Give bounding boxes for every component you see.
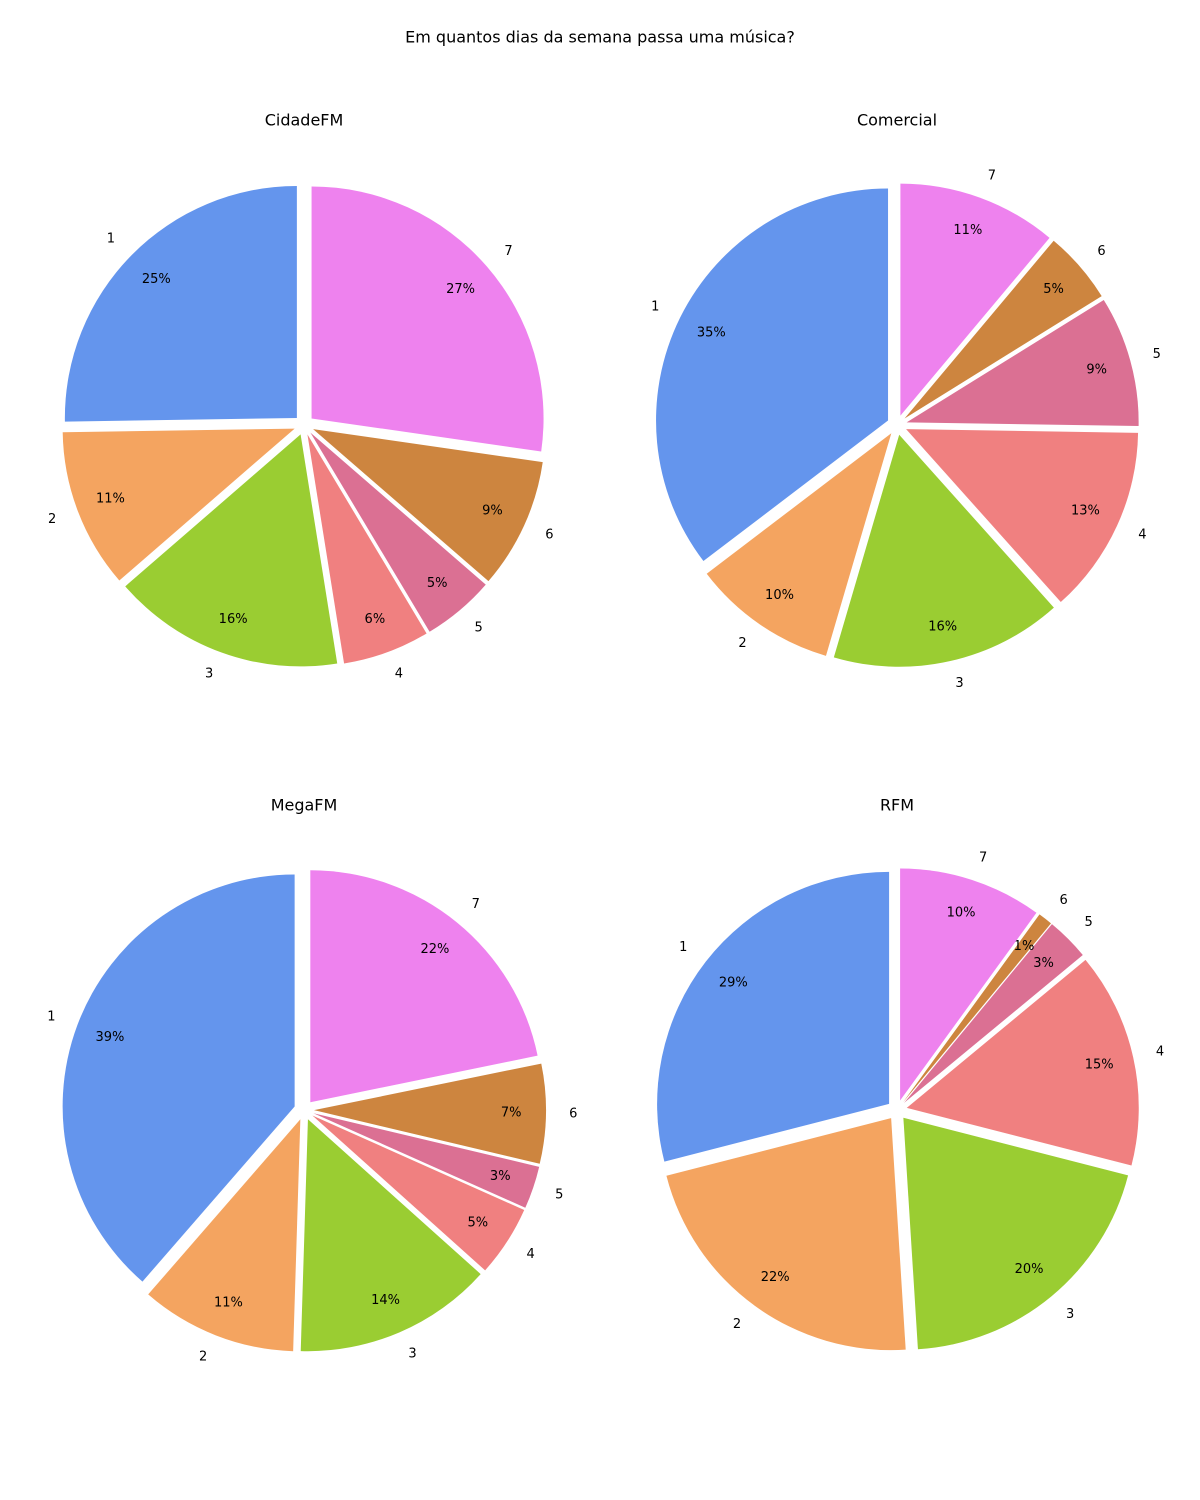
- slice-label: 1: [47, 1010, 55, 1025]
- percent-label: 15%: [1085, 1057, 1114, 1072]
- percent-label: 22%: [761, 1270, 790, 1285]
- percent-label: 6%: [365, 612, 386, 627]
- pie-chart: Comercial 1 35% 2 10% 3 16% 4 13% 5 9% 6 5% 7 11%: [651, 111, 1161, 692]
- pie-slice: [148, 1119, 301, 1352]
- slice-label: 4: [526, 1247, 534, 1262]
- slice-label: 7: [988, 168, 996, 183]
- percent-label: 13%: [1071, 504, 1100, 519]
- pie-slice: [310, 432, 486, 632]
- figure-title: Em quantos dias da semana passa uma músi…: [405, 28, 795, 47]
- slice-label: 3: [955, 676, 963, 691]
- pie-slice: [62, 874, 295, 1282]
- slice-label: 1: [679, 940, 687, 955]
- slice-label: 3: [1066, 1307, 1074, 1322]
- chart-title: MegaFM: [271, 796, 338, 815]
- slice-label: 1: [107, 231, 115, 246]
- slice-label: 2: [199, 1349, 207, 1364]
- pie-slice: [300, 1119, 481, 1352]
- pie-slice: [311, 186, 544, 452]
- pie-slice: [903, 1117, 1129, 1350]
- pie-slice: [904, 924, 1083, 1103]
- pie-slice: [900, 183, 1050, 416]
- slice-label: 5: [555, 1188, 563, 1203]
- slice-label: 6: [545, 528, 553, 543]
- percent-label: 16%: [928, 620, 957, 635]
- pie-slice: [904, 240, 1102, 419]
- percent-label: 35%: [697, 325, 726, 340]
- percent-label: 16%: [219, 612, 248, 627]
- pie-slice: [903, 914, 1052, 1103]
- percent-label: 27%: [446, 282, 475, 297]
- percent-label: 39%: [95, 1030, 124, 1045]
- percent-label: 22%: [421, 942, 450, 957]
- percent-label: 10%: [765, 588, 794, 603]
- slice-label: 7: [979, 850, 987, 865]
- pie-slice: [313, 1113, 540, 1208]
- pie-slice: [666, 1118, 906, 1351]
- slice-label: 2: [733, 1317, 741, 1332]
- percent-label: 9%: [1086, 362, 1107, 377]
- slice-label: 1: [651, 300, 659, 315]
- pie-slice: [313, 429, 543, 582]
- pie-chart: RFM 1 29% 2 22% 3 20% 4 15% 5 3% 6 1% 7 10%: [657, 796, 1164, 1351]
- pie-slice: [313, 1063, 546, 1164]
- pie-slice: [64, 185, 297, 422]
- pie-slice: [62, 428, 295, 581]
- percent-label: 11%: [96, 491, 125, 506]
- percent-label: 10%: [947, 905, 976, 920]
- pie-slice: [906, 300, 1139, 427]
- slice-label: 7: [472, 897, 480, 912]
- pie-slice: [656, 188, 889, 562]
- percent-label: 5%: [1043, 282, 1064, 297]
- slice-label: 3: [205, 667, 213, 682]
- pie-slice: [906, 429, 1139, 603]
- slice-label: 4: [395, 667, 403, 682]
- pie-slice: [900, 868, 1037, 1101]
- slice-label: 5: [1085, 915, 1093, 930]
- slice-label: 3: [408, 1346, 416, 1361]
- pie-slice: [312, 1115, 525, 1271]
- pie-slice: [657, 871, 890, 1162]
- pie-slice: [906, 959, 1139, 1166]
- chart-title: CidadeFM: [265, 111, 344, 130]
- pie-chart: MegaFM 1 39% 2 11% 3 14% 4 5% 5 3% 6 7% 7 22%: [47, 796, 577, 1365]
- percent-label: 11%: [214, 1295, 243, 1310]
- chart-title: Comercial: [857, 111, 937, 130]
- percent-label: 3%: [1033, 956, 1054, 971]
- slice-label: 6: [1060, 893, 1068, 908]
- slice-label: 6: [569, 1107, 577, 1122]
- pie-slice: [125, 434, 338, 667]
- slice-label: 4: [1156, 1045, 1164, 1060]
- slice-label: 5: [1153, 347, 1161, 362]
- percent-label: 5%: [427, 576, 448, 591]
- slice-label: 5: [474, 621, 482, 636]
- pie-slice: [706, 433, 892, 656]
- percent-label: 9%: [482, 504, 503, 519]
- percent-label: 11%: [953, 223, 982, 238]
- percent-label: 20%: [1015, 1262, 1044, 1277]
- pie-slice: [307, 434, 427, 664]
- slice-label: 2: [738, 636, 746, 651]
- slice-label: 2: [48, 512, 56, 527]
- chart-title: RFM: [880, 796, 914, 815]
- pie-slice: [310, 870, 538, 1103]
- percent-label: 1%: [1014, 939, 1035, 954]
- percent-label: 3%: [490, 1169, 511, 1184]
- slice-label: 7: [504, 244, 512, 259]
- percent-label: 14%: [371, 1293, 400, 1308]
- percent-label: 5%: [468, 1215, 489, 1230]
- percent-label: 7%: [501, 1106, 522, 1121]
- pie-chart: CidadeFM 1 25% 2 11% 3 16% 4 6% 5 5% 6 9% 7 27%: [48, 111, 554, 682]
- slice-label: 4: [1138, 528, 1146, 543]
- percent-label: 29%: [719, 976, 748, 991]
- slice-label: 6: [1097, 244, 1105, 259]
- pie-slice: [833, 434, 1054, 667]
- percent-label: 25%: [142, 272, 171, 287]
